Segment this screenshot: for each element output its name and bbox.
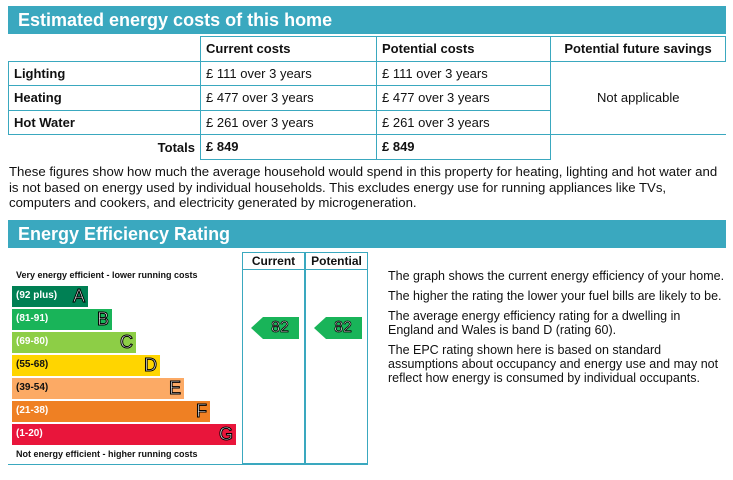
potential-cost-cell: £ 111 over 3 years	[376, 60, 551, 86]
band-range-label: (1-20)	[16, 428, 43, 439]
current-cost-cell: £ 261 over 3 years	[200, 109, 377, 135]
band-letter: C	[120, 332, 134, 353]
efficient-caption: Very energy efficient - lower running co…	[16, 270, 198, 280]
band-letter: F	[196, 401, 208, 422]
table-header-row: Current costs Potential costs Potential …	[8, 36, 726, 62]
row-label: Hot Water	[8, 109, 201, 135]
explanation-paragraph: The graph shows the current energy effic…	[388, 269, 725, 283]
band-area	[8, 252, 242, 465]
potential-score: 82	[334, 319, 353, 337]
band-range-label: (55-68)	[16, 359, 49, 370]
costs-note: These figures show how much the average …	[9, 164, 718, 210]
table-row: Lighting £ 111 over 3 years £ 111 over 3…	[8, 60, 726, 135]
rating-band-d: (55-68) D	[12, 355, 160, 376]
rating-band-e: (39-54) E	[12, 378, 184, 399]
blank-header-cell	[8, 36, 201, 62]
current-arrow-shape	[251, 317, 299, 339]
total-potential: £ 849	[376, 134, 551, 160]
current-column-title: Current	[243, 254, 304, 270]
potential-arrow-shape	[314, 317, 362, 339]
band-range-label: (69-80)	[16, 336, 49, 347]
explanation-paragraph: The EPC rating shown here is based on st…	[388, 343, 719, 385]
band-range-label: (21-38)	[16, 405, 49, 416]
table-row: Hot Water £ 261 over 3 years £ 261 over …	[8, 109, 726, 135]
inefficient-caption: Not energy efficient - higher running co…	[16, 449, 198, 459]
explanation-paragraph: The higher the rating the lower your fue…	[388, 289, 722, 303]
current-costs-header: Current costs	[200, 36, 377, 62]
potential-column-title: Potential	[306, 254, 367, 270]
totals-row: Totals £ 849 £ 849	[8, 134, 726, 160]
rating-explanation: The graph shows the current energy effic…	[388, 269, 726, 391]
current-cost-cell: £ 111 over 3 years	[200, 60, 377, 86]
explanation-paragraph: The average energy efficiency rating for…	[388, 309, 681, 337]
current-column: Current 82	[242, 252, 305, 465]
band-range-label: (39-54)	[16, 382, 49, 393]
current-score: 82	[271, 319, 290, 337]
band-letter: E	[168, 378, 181, 399]
rating-band-a: (92 plus) A	[12, 286, 88, 307]
future-savings-header: Potential future savings	[550, 36, 726, 62]
potential-score-arrow: 82	[314, 317, 362, 339]
energy-rating-chart: Very energy efficient - lower running co…	[8, 252, 368, 465]
table-row: Heating £ 477 over 3 years £ 477 over 3 …	[8, 85, 726, 111]
band-letter: A	[72, 286, 85, 307]
totals-label: Totals	[8, 134, 201, 159]
band-letter: D	[144, 355, 158, 376]
band-letter: B	[96, 309, 109, 330]
energy-rating-header: Energy Efficiency Rating	[8, 220, 726, 248]
rating-band-g: (1-20) G	[12, 424, 236, 445]
total-current: £ 849	[200, 134, 377, 160]
rating-band-c: (69-80) C	[12, 332, 136, 353]
potential-cost-cell: £ 261 over 3 years	[376, 109, 551, 135]
rating-band-b: (81-91) B	[12, 309, 112, 330]
energy-costs-table: Current costs Potential costs Potential …	[8, 36, 726, 160]
band-range-label: (81-91)	[16, 313, 49, 324]
band-range-label: (92 plus)	[16, 290, 58, 301]
band-letter: G	[218, 424, 233, 445]
potential-cost-cell: £ 477 over 3 years	[376, 85, 551, 111]
row-label: Lighting	[8, 60, 201, 86]
potential-column: Potential 82	[305, 252, 368, 465]
savings-cell: Not applicable	[550, 60, 726, 135]
row-label: Heating	[8, 85, 201, 111]
energy-costs-header: Estimated energy costs of this home	[8, 6, 726, 34]
totals-savings-blank	[550, 134, 726, 159]
current-score-arrow: 82	[251, 317, 299, 339]
rating-band-f: (21-38) F	[12, 401, 210, 422]
potential-costs-header: Potential costs	[376, 36, 551, 62]
current-cost-cell: £ 477 over 3 years	[200, 85, 377, 111]
